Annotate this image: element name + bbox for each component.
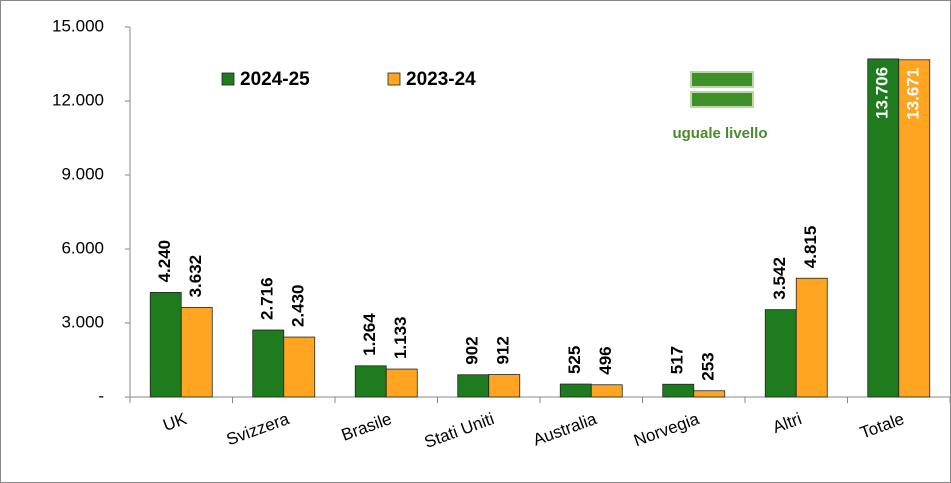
- value-label: 4.815: [801, 226, 820, 269]
- value-label: 525: [565, 346, 584, 374]
- bar: [180, 307, 213, 398]
- legend-swatch: [387, 72, 401, 86]
- legend-label: 2023-24: [406, 69, 476, 90]
- y-tick-label: 12.000: [52, 90, 104, 109]
- value-label: 253: [699, 352, 718, 380]
- icon-bar: [690, 71, 754, 88]
- bar: [764, 309, 797, 398]
- y-tick-label: 3.000: [61, 312, 104, 331]
- bar: [252, 329, 285, 398]
- value-label: 13.706: [873, 67, 892, 119]
- bar: [867, 58, 900, 398]
- value-label: 1.264: [360, 313, 379, 356]
- y-tick-label: 9.000: [61, 164, 104, 183]
- bar: [693, 390, 726, 398]
- value-label: 902: [463, 336, 482, 364]
- value-label: 3.542: [770, 257, 789, 300]
- value-label: 2.430: [289, 285, 308, 328]
- icon-bar: [690, 91, 754, 108]
- bar: [559, 383, 592, 398]
- bar: [149, 292, 182, 398]
- bar: [898, 59, 931, 398]
- bar: [590, 384, 623, 398]
- value-label: 2.716: [258, 277, 277, 320]
- legend-swatch: [221, 72, 235, 86]
- bar: [662, 383, 695, 398]
- bar: [354, 365, 387, 398]
- value-label: 3.632: [186, 255, 205, 298]
- value-label: 517: [668, 346, 687, 374]
- bar: [283, 336, 316, 398]
- bar: [795, 277, 828, 398]
- legend-label: 2024-25: [240, 69, 310, 90]
- value-label: 4.240: [155, 240, 174, 283]
- y-tick-label: 15.000: [52, 16, 104, 35]
- y-tick-label: 6.000: [61, 238, 104, 257]
- bar: [488, 374, 521, 398]
- y-tick-label: -: [98, 386, 104, 405]
- value-label: 496: [596, 346, 615, 374]
- bar: [457, 374, 490, 398]
- value-label: 13.671: [904, 68, 923, 120]
- value-label: 912: [494, 336, 513, 364]
- value-label: 1.133: [391, 317, 410, 360]
- annotation: uguale livello: [672, 125, 767, 142]
- bar: [385, 368, 418, 398]
